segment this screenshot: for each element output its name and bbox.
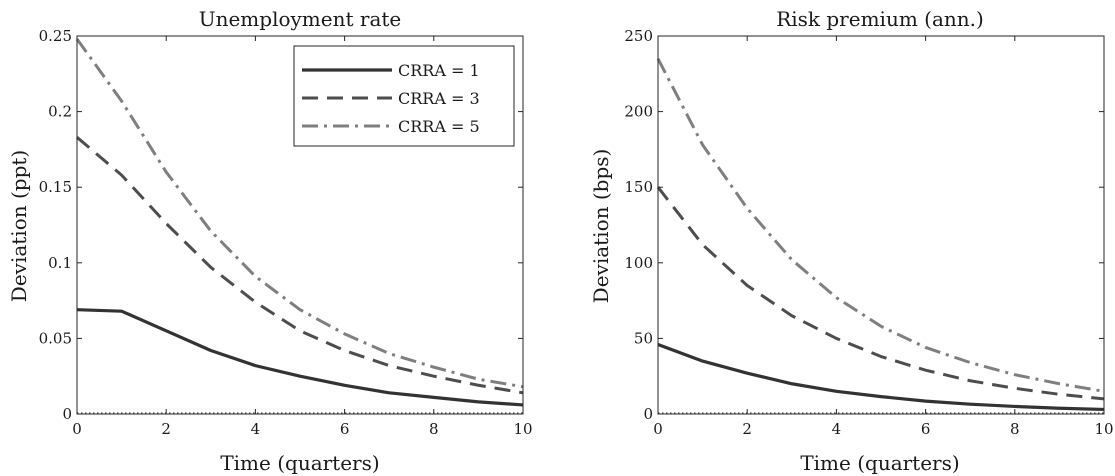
x-tick-label: 4 [251,420,261,438]
chart-title: Risk premium (ann.) [776,7,984,31]
series-line-crra-5 [656,57,1105,393]
y-tick-label: 0.25 [39,27,72,45]
series-line-crra-5 [75,38,524,389]
x-tick-label: 6 [921,420,931,438]
x-tick-label: 6 [340,420,350,438]
y-tick-label: 0.1 [48,254,72,272]
y-axis-label: Deviation (bps) [589,149,613,304]
y-tick-label: 200 [624,103,653,121]
x-tick-label: 0 [72,420,82,438]
y-tick-label: 100 [624,254,653,272]
y-tick-label: 0.2 [48,103,72,121]
legend-box [293,45,515,147]
y-axis-label: Deviation (ppt) [7,150,31,302]
y-tick-label: 50 [634,329,653,347]
axes-frame [657,35,1105,415]
series-line-crra-1 [76,308,524,407]
x-tick-label: 4 [832,420,842,438]
x-tick-label: 2 [742,420,752,438]
chart-title: Unemployment rate [199,7,402,31]
y-tick-label: 150 [624,178,653,196]
y-tick-label: 0 [62,405,72,423]
unemployment-rate-panel: Unemployment rate Time (quarters) Deviat… [7,7,533,475]
x-tick-label: 0 [653,420,663,438]
x-tick-label: 2 [161,420,171,438]
x-axis-label: Time (quarters) [800,451,959,475]
y-tick-label: 0 [643,405,653,423]
x-tick-label: 10 [513,420,532,438]
legend-entry: CRRA = 5 [398,117,480,136]
y-tick-label: 0.15 [39,178,72,196]
series-line-crra-3 [76,136,524,395]
x-axis-label: Time (quarters) [220,451,379,475]
y-tick-label: 0.05 [39,329,72,347]
x-tick-label: 10 [1094,420,1113,438]
series-line-crra-1 [657,342,1105,412]
legend-entry: CRRA = 3 [398,89,480,108]
y-tick-label: 250 [624,27,653,45]
series-line-crra-3 [656,186,1105,401]
x-tick-label: 8 [429,420,439,438]
risk-premium-panel: Risk premium (ann.) Time (quarters) Devi… [589,7,1114,475]
legend: CRRA = 1 CRRA = 3 CRRA = 5 [293,45,515,147]
axes-frame [76,35,524,415]
x-tick-label: 8 [1010,420,1020,438]
legend-entry: CRRA = 1 [398,61,480,80]
